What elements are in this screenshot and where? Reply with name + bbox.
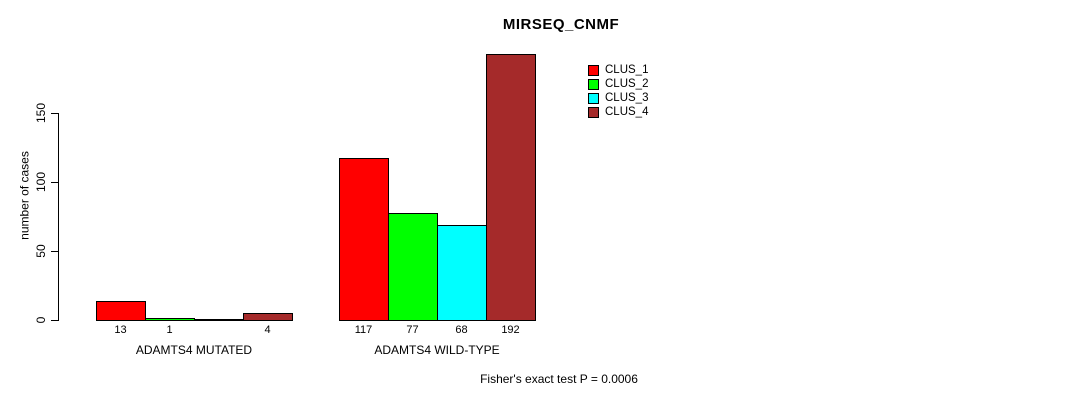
y-axis-tick xyxy=(51,320,58,321)
legend-label: CLUS_2 xyxy=(605,78,649,90)
y-axis-tick-label: 100 xyxy=(34,171,48,193)
bar-value-label: 77 xyxy=(406,324,419,336)
bar-value-label: 1 xyxy=(166,324,173,336)
bar-clus_3-wildtype xyxy=(437,225,487,321)
bar-clus_4-mutated xyxy=(243,313,293,321)
bar-clus_2-mutated xyxy=(145,318,195,321)
legend-swatch-icon xyxy=(588,64,599,76)
bar-value-label: 4 xyxy=(264,324,271,336)
legend-item-clus_2: CLUS_2 xyxy=(588,77,648,91)
y-axis-label: number of cases xyxy=(17,151,32,240)
y-axis-tick xyxy=(51,113,58,114)
legend-swatch-icon xyxy=(588,106,599,118)
legend-label: CLUS_1 xyxy=(605,64,649,76)
group-label-mutated: ADAMTS4 MUTATED xyxy=(135,343,253,357)
y-axis-tick-label: 50 xyxy=(34,244,48,258)
y-axis-line xyxy=(58,113,59,321)
group-label-wildtype: ADAMTS4 WILD-TYPE xyxy=(374,343,500,357)
bar-clus_1-wildtype xyxy=(339,158,389,321)
legend-swatch-icon xyxy=(588,92,599,104)
chart-title: MIRSEQ_CNMF xyxy=(502,16,620,33)
y-axis-tick-label: 0 xyxy=(34,316,48,324)
legend: CLUS_1 CLUS_2 CLUS_3 CLUS_4 xyxy=(588,63,648,119)
legend-swatch-icon xyxy=(588,78,599,90)
bar-clus_2-wildtype xyxy=(388,213,438,321)
y-axis-tick xyxy=(51,251,58,252)
bar-value-label: 13 xyxy=(114,324,127,336)
legend-item-clus_1: CLUS_1 xyxy=(588,63,648,77)
y-axis-tick-label: 150 xyxy=(34,102,48,124)
bar-value-label: 117 xyxy=(354,324,373,336)
legend-label: CLUS_3 xyxy=(605,92,649,104)
legend-label: CLUS_4 xyxy=(605,106,649,118)
bar-value-label: 192 xyxy=(501,324,520,336)
bar-clus_3-mutated xyxy=(194,319,244,321)
legend-item-clus_3: CLUS_3 xyxy=(588,91,648,105)
bar-clus_4-wildtype xyxy=(486,54,536,321)
stat-test-note: Fisher's exact test P = 0.0006 xyxy=(480,372,638,386)
legend-item-clus_4: CLUS_4 xyxy=(588,105,648,119)
bar-clus_1-mutated xyxy=(96,301,146,321)
bar-value-label: 68 xyxy=(455,324,468,336)
y-axis-tick xyxy=(51,182,58,183)
